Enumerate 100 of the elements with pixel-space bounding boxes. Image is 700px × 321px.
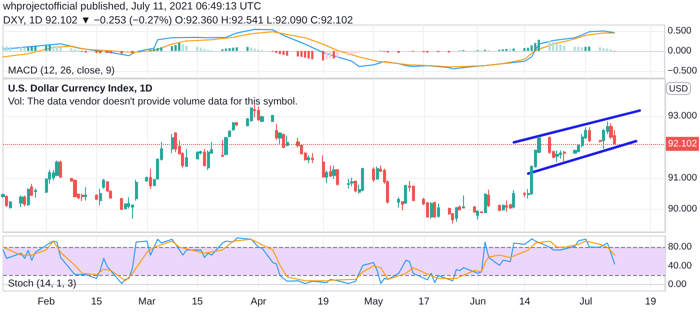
bar [34,46,36,51]
candlestick [224,136,228,156]
candlestick [430,202,433,220]
candlestick [505,200,508,212]
bar [232,48,234,51]
bar [200,48,202,51]
bar [196,46,198,51]
candlestick [433,201,436,218]
candlestick [203,148,206,167]
bar [52,46,54,51]
bar [56,46,58,51]
x-tick-label: Feb [38,296,56,308]
bar [326,50,328,59]
bar [332,50,335,58]
candlestick [59,160,62,178]
y-tick-label: 40.00 [668,260,692,272]
candlestick [498,204,501,212]
candlestick [487,189,490,208]
bar [530,45,533,51]
candlestick [555,150,559,163]
bar [538,40,540,51]
text: Vol: The data vendor doesn't provide volume data for this symbol. [8,96,298,108]
bar [156,48,159,51]
candlestick [512,190,515,210]
candlestick [275,123,278,140]
y-tick-label: 90.000 [668,203,698,214]
candlestick [325,170,328,184]
annotation: Stoch (14, 1, 3) [8,278,76,290]
candlestick [9,200,12,210]
bar [588,46,590,51]
bar [577,46,580,51]
candlestick [404,184,407,204]
candlestick [81,193,84,202]
bar [30,46,33,51]
candlestick [484,192,487,214]
x-tick-label: Apr [250,296,267,308]
candlestick [5,195,8,208]
x-tick-label: 19 [318,296,330,308]
candlestick [185,148,188,168]
candlestick [329,165,332,178]
y-tick-label: 0.00 [668,278,686,290]
bar [98,50,102,54]
candlestick [196,150,199,160]
candlestick [455,206,458,222]
candlestick [55,160,59,177]
candlestick [397,196,400,208]
y-tick-label: 91.000 [668,172,698,184]
candlestick [84,186,87,201]
candlestick [235,121,238,126]
bar [185,46,188,51]
candlestick [27,188,30,206]
candlestick [376,166,379,180]
candlestick [145,176,148,182]
candlestick [99,188,102,206]
bar [308,50,310,58]
y-tick-label: 0.500 [668,25,692,36]
bar [584,46,587,51]
ref-line-label: 92.102 [668,138,698,150]
bar [562,46,566,51]
bar [336,50,339,57]
bar [574,46,576,51]
candlestick [232,121,235,132]
bar [602,48,605,51]
candlestick [120,198,123,211]
candlestick [354,180,357,193]
bar [556,43,558,51]
candlestick [34,188,37,198]
bar [282,50,285,55]
x-tick-label: 15 [90,296,103,308]
candlestick [1,193,5,198]
bar [5,46,8,51]
bar [246,46,249,51]
x-tick-label: 15 [192,296,204,308]
y-tick-label: 93.000 [668,110,698,122]
bar [27,47,30,51]
bar [526,48,530,51]
bar [296,50,299,56]
candlestick [307,154,310,164]
candlestick [23,195,26,207]
candlestick [523,192,526,198]
candlestick [412,184,415,202]
candlestick [437,203,440,218]
bar [300,50,303,57]
candlestick [462,195,465,208]
bar [322,50,324,60]
annotation: MACD (12, 26, close, 9) [8,66,115,76]
y-axis-title: USD [669,84,688,94]
candlestick [372,166,375,182]
candlestick [332,165,336,180]
candlestick [260,115,264,122]
chart-title: U.S. Dollar Currency Index, 1D [8,84,152,94]
candlestick [278,132,282,144]
candlestick [401,200,404,211]
candlestick [350,177,354,187]
bar [70,48,72,51]
candlestick [135,179,138,201]
candlestick [458,204,461,211]
bar [23,48,26,51]
bar [160,47,162,51]
candlestick [171,134,174,154]
